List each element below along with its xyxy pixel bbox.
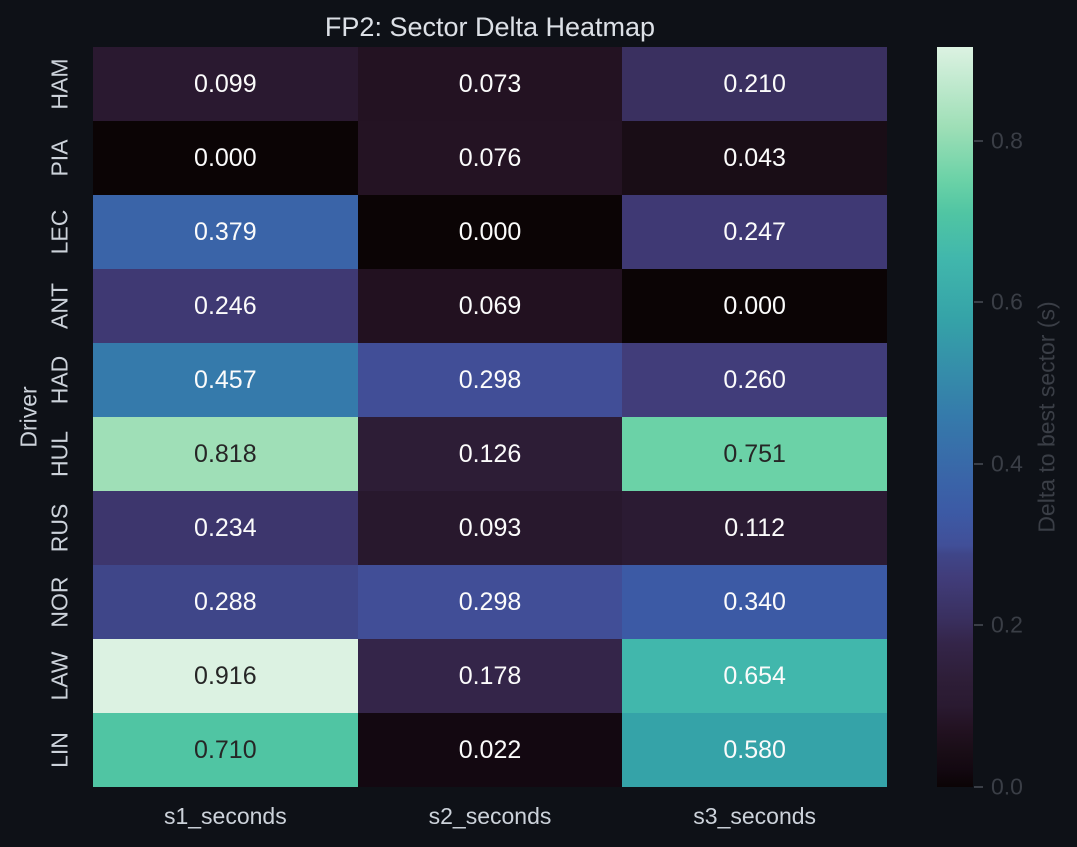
colorbar-tick-label: 0.6 xyxy=(991,288,1023,315)
heatmap-cell: 0.043 xyxy=(622,121,887,195)
heatmap-cell: 0.126 xyxy=(357,417,623,491)
heatmap-cell: 0.916 xyxy=(93,639,358,713)
heatmap-cell: 0.654 xyxy=(622,639,887,713)
colorbar-tick-mark xyxy=(974,786,983,788)
cell-value: 0.069 xyxy=(458,291,522,320)
y-tick-label: HUL xyxy=(46,430,73,478)
heatmap-cell: 0.818 xyxy=(93,417,358,491)
heatmap-cell: 0.076 xyxy=(357,121,623,195)
cell-value: 0.073 xyxy=(458,69,522,98)
cell-value: 0.751 xyxy=(723,439,786,468)
heatmap-cell: 0.178 xyxy=(357,639,623,713)
heatmap-cell: 0.099 xyxy=(93,47,358,121)
cell-value: 0.916 xyxy=(194,661,257,690)
heatmap-cell: 0.457 xyxy=(93,343,358,417)
chart-title: FP2: Sector Delta Heatmap xyxy=(324,12,656,42)
heatmap-cell: 0.073 xyxy=(357,47,623,121)
colorbar-gradient xyxy=(937,47,973,787)
cell-value: 0.457 xyxy=(194,365,257,394)
heatmap-cell: 0.751 xyxy=(622,417,887,491)
cell-value: 0.654 xyxy=(723,661,786,690)
colorbar-tick-label: 0.0 xyxy=(991,773,1023,800)
heatmap-cell: 0.093 xyxy=(357,491,623,565)
heatmap-grid: 0.099 0.073 0.210 0.000 0.076 0.043 0.379 0.000… xyxy=(93,47,887,787)
heatmap-cell: 0.288 xyxy=(93,565,358,639)
heatmap-cell: 0.247 xyxy=(622,195,887,269)
cell-value: 0.818 xyxy=(194,439,257,468)
y-tick-label: NOR xyxy=(46,576,73,628)
colorbar-tick-mark xyxy=(974,301,983,304)
heatmap-cell: 0.022 xyxy=(357,713,623,787)
cell-value: 0.022 xyxy=(458,735,522,764)
y-tick-label: HAD xyxy=(46,355,73,405)
colorbar-tick-label: 0.4 xyxy=(991,450,1023,477)
cell-value: 0.076 xyxy=(458,143,522,172)
cell-value: 0.288 xyxy=(194,587,257,616)
y-tick-label: LIN xyxy=(46,732,73,768)
cell-value: 0.234 xyxy=(194,513,257,542)
cell-value: 0.099 xyxy=(194,69,257,98)
cell-value: 0.000 xyxy=(723,291,786,320)
cell-value: 0.126 xyxy=(458,439,522,468)
colorbar-tick-label: 0.8 xyxy=(991,127,1023,154)
cell-value: 0.340 xyxy=(723,587,786,616)
cell-value: 0.298 xyxy=(458,587,522,616)
heatmap-cell: 0.112 xyxy=(622,491,887,565)
y-axis-label: Driver xyxy=(15,386,42,448)
heatmap-cell: 0.000 xyxy=(93,121,358,195)
y-tick-label: LAW xyxy=(46,651,73,701)
cell-value: 0.043 xyxy=(723,143,786,172)
heatmap-cell: 0.260 xyxy=(622,343,887,417)
colorbar-tick-mark xyxy=(974,462,983,465)
heatmap-cell: 0.246 xyxy=(93,269,358,343)
colorbar-tick-mark xyxy=(974,139,983,142)
y-tick-label: PIA xyxy=(46,139,73,177)
cell-value: 0.260 xyxy=(723,365,786,394)
colorbar-label: Delta to best sector (s) xyxy=(1033,301,1060,533)
cell-value: 0.000 xyxy=(458,217,522,246)
cell-value: 0.178 xyxy=(458,661,522,690)
x-tick-label: s1_seconds xyxy=(163,803,287,829)
cell-value: 0.246 xyxy=(194,291,257,320)
y-tick-label: ANT xyxy=(46,283,73,329)
y-tick-label: HAM xyxy=(46,58,73,110)
cell-value: 0.093 xyxy=(458,513,522,542)
cell-value: 0.247 xyxy=(723,217,786,246)
colorbar-tick-mark xyxy=(974,624,983,627)
cell-value: 0.000 xyxy=(194,143,257,172)
y-tick-label: LEC xyxy=(46,209,73,255)
heatmap-cell: 0.234 xyxy=(93,491,358,565)
x-tick-label: s3_seconds xyxy=(693,803,817,829)
cell-value: 0.710 xyxy=(194,735,257,764)
cell-value: 0.298 xyxy=(458,365,522,394)
heatmap-cell: 0.000 xyxy=(357,195,623,269)
cell-value: 0.379 xyxy=(194,217,257,246)
y-tick-label: RUS xyxy=(46,503,73,553)
colorbar-tick-label: 0.2 xyxy=(991,611,1023,638)
heatmap-cell: 0.000 xyxy=(622,269,887,343)
heatmap-cell: 0.580 xyxy=(622,713,887,787)
cell-value: 0.112 xyxy=(724,513,786,542)
heatmap-cell: 0.069 xyxy=(357,269,623,343)
heatmap-cell: 0.298 xyxy=(357,565,623,639)
heatmap-cell: 0.210 xyxy=(622,47,887,121)
x-tick-label: s2_seconds xyxy=(428,803,552,829)
heatmap-cell: 0.379 xyxy=(93,195,358,269)
heatmap-cell: 0.710 xyxy=(93,713,358,787)
heatmap-cell: 0.298 xyxy=(357,343,623,417)
heatmap-cell: 0.340 xyxy=(622,565,887,639)
cell-value: 0.210 xyxy=(723,69,786,98)
cell-value: 0.580 xyxy=(723,735,786,764)
